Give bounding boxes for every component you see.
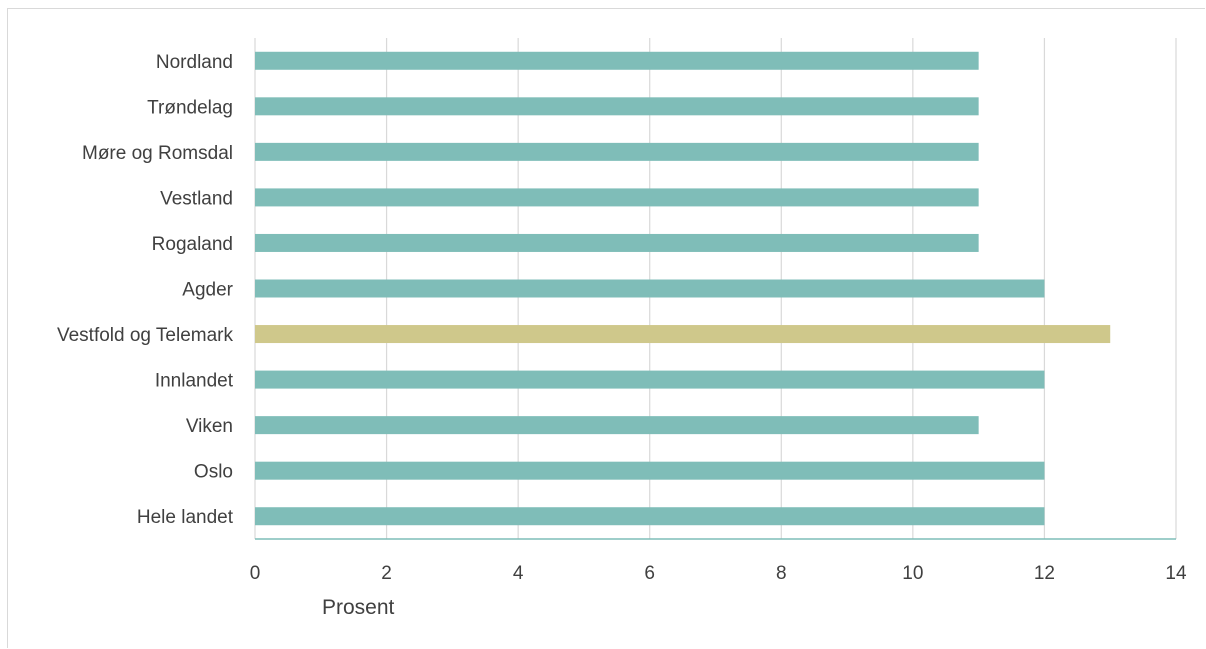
x-tick-labels: 0 2 4 6 8 10 12 14 <box>250 563 1187 584</box>
bar <box>255 416 979 435</box>
bar <box>255 370 1045 389</box>
x-tick-label: 12 <box>1034 563 1055 584</box>
category-label: Innlandet <box>155 371 234 392</box>
x-tick-label: 6 <box>644 563 655 584</box>
category-label: Vestfold og Telemark <box>57 325 234 346</box>
bar <box>255 233 979 252</box>
category-label: Oslo <box>194 462 233 483</box>
category-label: Viken <box>186 416 233 437</box>
bar <box>255 279 1045 298</box>
x-tick-label: 4 <box>513 563 524 584</box>
category-label: Rogaland <box>152 234 233 255</box>
bar <box>255 461 1045 480</box>
category-label: Nordland <box>156 52 233 73</box>
bar <box>255 142 979 161</box>
x-tick-label: 0 <box>250 563 261 584</box>
bar <box>255 325 1111 344</box>
category-labels: Nordland Trøndelag Møre og Romsdal Vestland… <box>57 52 234 528</box>
bar <box>255 507 1045 526</box>
category-label: Trøndelag <box>147 97 233 118</box>
category-label: Hele landet <box>137 507 234 528</box>
category-label: Agder <box>182 280 233 301</box>
category-label: Vestland <box>160 188 233 209</box>
x-tick-label: 10 <box>902 563 923 584</box>
category-label: Møre og Romsdal <box>82 143 233 164</box>
x-axis-title: Prosent <box>322 596 395 619</box>
chart-frame <box>7 8 1205 648</box>
x-tick-label: 2 <box>381 563 392 584</box>
x-tick-label: 14 <box>1165 563 1187 584</box>
bar <box>255 97 979 116</box>
bars <box>255 51 1111 526</box>
bar <box>255 51 979 70</box>
bar <box>255 188 979 207</box>
x-tick-label: 8 <box>776 563 787 584</box>
